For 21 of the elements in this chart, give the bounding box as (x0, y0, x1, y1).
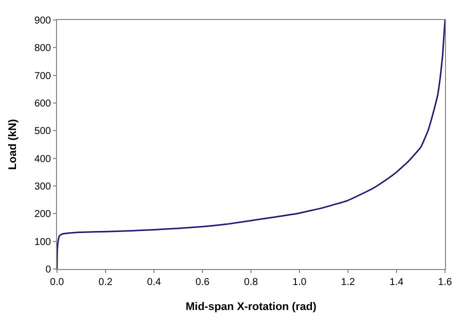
y-tick-label: 600 (34, 98, 52, 110)
y-tick-label: 300 (34, 182, 52, 192)
y-tick-label: 500 (34, 126, 52, 138)
y-tick-label: 700 (34, 70, 52, 82)
x-tick-label: 1.2 (341, 277, 356, 288)
y-tick-label: 800 (34, 43, 52, 54)
x-tick-label: 0.2 (98, 277, 113, 288)
x-tick-label: 0.8 (244, 277, 258, 288)
y-tick-label: 200 (34, 209, 52, 220)
x-tick-label: 0.4 (147, 277, 162, 288)
x-tick-label: 0.0 (50, 277, 64, 288)
x-axis-title: Mid-span X-rotation (rad) (186, 301, 317, 314)
y-tick-label: 0 (45, 264, 52, 276)
x-tick-label: 0.6 (196, 277, 210, 288)
y-tick-label: 400 (34, 154, 52, 165)
x-tick-label: 1.0 (292, 277, 307, 288)
x-tick-label: 1.6 (438, 277, 452, 288)
y-tick-label: 100 (34, 236, 52, 248)
y-axis-title: Load (kN) (6, 118, 19, 170)
x-tick-label: 1.4 (390, 277, 404, 288)
y-tick-label: 900 (34, 16, 52, 26)
